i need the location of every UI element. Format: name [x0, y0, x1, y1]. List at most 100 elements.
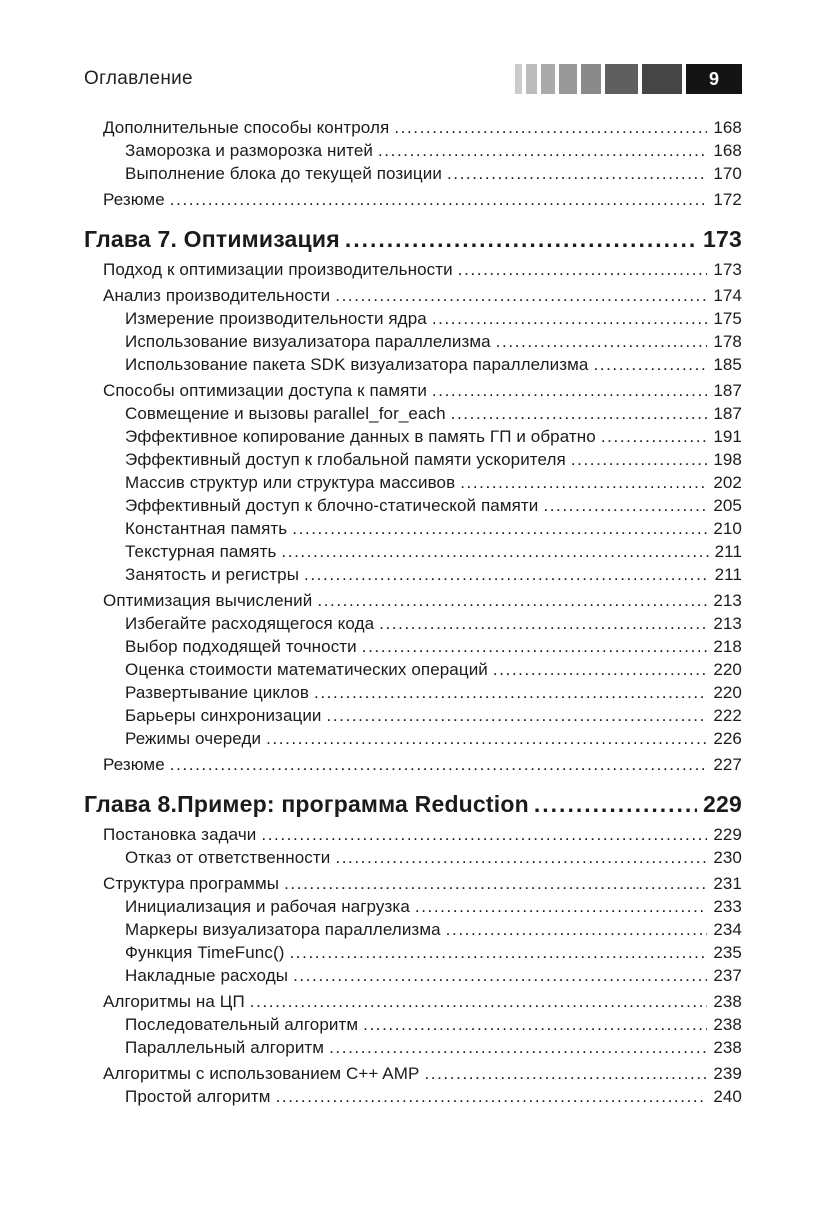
running-head: Оглавление 9 — [84, 64, 742, 94]
toc-entry-title: Постановка задачи — [103, 825, 257, 844]
toc-entry-title: Анализ производительности — [103, 286, 331, 305]
toc-entry-page: 170 — [713, 164, 742, 183]
toc-entry-title: Алгоритмы на ЦП — [103, 992, 245, 1011]
toc-entry-page: 239 — [713, 1064, 742, 1083]
toc-entry-page: 172 — [713, 190, 742, 209]
toc-entry-row: Использование визуализатора параллелизма… — [84, 330, 742, 353]
dot-leader — [394, 116, 707, 139]
dot-leader — [446, 918, 708, 941]
toc-entry-row: Оценка стоимости математических операций… — [84, 658, 742, 681]
dot-leader — [266, 727, 707, 750]
toc-entry-page: 226 — [713, 729, 742, 748]
toc-entry-row: Выбор подходящей точности 218 — [84, 635, 742, 658]
toc-entry-row: Резюме 172 — [84, 188, 742, 211]
toc-entry-row: Массив структур или структура массивов 20… — [84, 471, 742, 494]
toc-entry-row: Инициализация и рабочая нагрузка 233 — [84, 895, 742, 918]
toc-entry-page: 187 — [713, 404, 742, 423]
toc-entry-title: Барьеры синхронизации — [125, 706, 322, 725]
dot-leader — [327, 704, 708, 727]
header-bar — [642, 64, 682, 94]
toc-entry-page: 229 — [703, 791, 742, 817]
toc-entry-title: Оптимизация вычислений — [103, 591, 313, 610]
toc-chapter-row: Глава 7. Оптимизация 173 — [84, 224, 742, 255]
toc-entry-row: Анализ производительности 174 — [84, 284, 742, 307]
dot-leader — [415, 895, 707, 918]
toc-entry-page: 220 — [713, 683, 742, 702]
toc-entry-page: 198 — [713, 450, 742, 469]
toc-entry-row: Дополнительные способы контроля 168 — [84, 116, 742, 139]
dot-leader — [281, 540, 708, 563]
toc-entry-title: Глава 8.Пример: программа Reduction — [84, 791, 529, 817]
dot-leader — [447, 162, 707, 185]
toc-entry-title: Последовательный алгоритм — [125, 1015, 359, 1034]
toc-entry-row: Алгоритмы с использованием C++ AMP 239 — [84, 1062, 742, 1085]
toc-entry-title: Накладные расходы — [125, 966, 289, 985]
toc-entry-row: Накладные расходы 237 — [84, 964, 742, 987]
toc-entry-row: Константная память 210 — [84, 517, 742, 540]
dot-leader — [493, 658, 707, 681]
dot-leader — [170, 753, 708, 776]
toc-entry-page: 210 — [713, 519, 742, 538]
toc-entry-row: Измерение производительности ядра 175 — [84, 307, 742, 330]
toc-entry-row: Функция TimeFunc() 235 — [84, 941, 742, 964]
dot-leader — [317, 589, 707, 612]
toc-entry-row: Постановка задачи 229 — [84, 823, 742, 846]
toc-entry-title: Параллельный алгоритм — [125, 1038, 325, 1057]
dot-leader — [571, 448, 708, 471]
dot-leader — [293, 964, 707, 987]
dot-leader — [458, 258, 708, 281]
dot-leader — [432, 379, 707, 402]
toc-chapter-row: Глава 8.Пример: программа Reduction 229 — [84, 789, 742, 820]
dot-leader — [496, 330, 708, 353]
header-bar — [581, 64, 601, 94]
toc-entry-row: Отказ от ответственности 230 — [84, 846, 742, 869]
dot-leader — [276, 1085, 708, 1108]
toc-entry-page: 238 — [713, 1038, 742, 1057]
dot-leader — [460, 471, 707, 494]
toc-entry-title: Режимы очереди — [125, 729, 262, 748]
toc-entry-row: Маркеры визуализатора параллелизма 234 — [84, 918, 742, 941]
toc-entry-page: 235 — [713, 943, 742, 962]
dot-leader — [335, 846, 707, 869]
toc-entry-page: 185 — [713, 355, 742, 374]
dot-leader — [379, 612, 707, 635]
toc-entry-page: 173 — [703, 226, 742, 252]
header-bar — [559, 64, 577, 94]
toc-entry-page: 231 — [713, 874, 742, 893]
toc-entry-title: Функция TimeFunc() — [125, 943, 285, 962]
toc-entry-row: Совмещение и вызовы parallel_for_each 187 — [84, 402, 742, 425]
toc-entry-row: Структура программы 231 — [84, 872, 742, 895]
dot-leader — [345, 224, 697, 255]
toc-entry-page: 237 — [713, 966, 742, 985]
toc-entry-title: Развертывание циклов — [125, 683, 310, 702]
toc-entry-page: 202 — [713, 473, 742, 492]
toc-entry-title: Структура программы — [103, 874, 280, 893]
toc-entry-page: 240 — [713, 1087, 742, 1106]
toc-entry-page: 191 — [713, 427, 742, 446]
dot-leader — [601, 425, 707, 448]
dot-leader — [378, 139, 707, 162]
toc-entry-page: 222 — [713, 706, 742, 725]
toc-entry-row: Текстурная память 211 — [84, 540, 742, 563]
header-bar — [605, 64, 638, 94]
toc-entry-title: Оценка стоимости математических операций — [125, 660, 488, 679]
toc-entry-title: Заморозка и разморозка нитей — [125, 141, 373, 160]
toc-entry-title: Простой алгоритм — [125, 1087, 271, 1106]
dot-leader — [534, 789, 697, 820]
toc-entry-title: Массив структур или структура массивов — [125, 473, 456, 492]
toc-entry-row: Развертывание циклов 220 — [84, 681, 742, 704]
toc-entry-row: Эффективный доступ к глобальной памяти у… — [84, 448, 742, 471]
toc-entry-page: 187 — [713, 381, 742, 400]
toc-entry-page: 213 — [713, 591, 742, 610]
toc-entry-title: Измерение производительности ядра — [125, 309, 427, 328]
dot-leader — [424, 1062, 707, 1085]
toc-entry-page: 220 — [713, 660, 742, 679]
toc-entry-row: Барьеры синхронизации 222 — [84, 704, 742, 727]
toc-entry-title: Совмещение и вызовы parallel_for_each — [125, 404, 446, 423]
toc-entry-page: 211 — [714, 565, 742, 584]
toc-entry-row: Заморозка и разморозка нитей 168 — [84, 139, 742, 162]
toc-entry-page: 174 — [713, 286, 742, 305]
toc-entry-row: Использование пакета SDK визуализатора п… — [84, 353, 742, 376]
toc-entry-title: Использование визуализатора параллелизма — [125, 332, 491, 351]
